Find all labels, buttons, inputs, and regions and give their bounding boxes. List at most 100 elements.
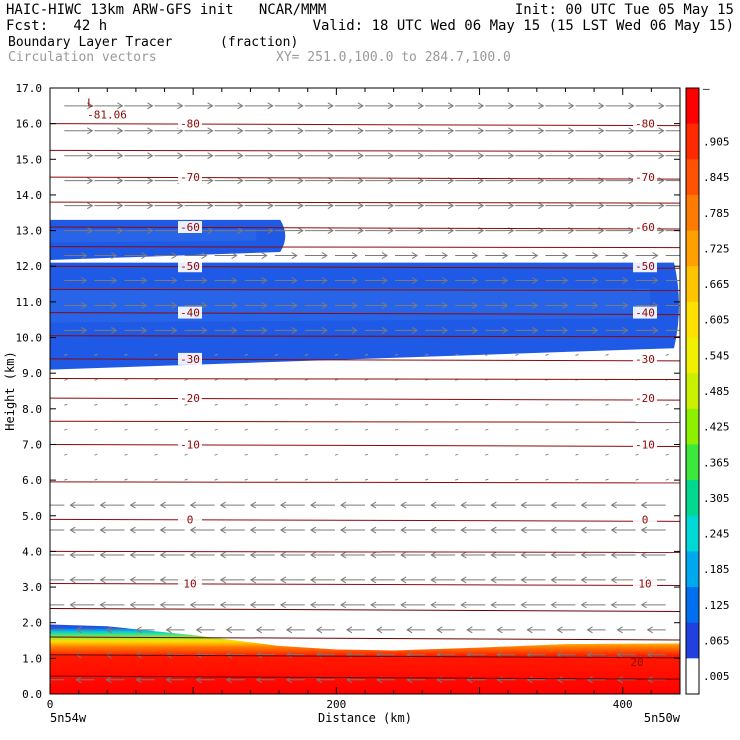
circulation-vector — [214, 403, 218, 406]
circulation-vector — [154, 453, 158, 456]
circulation-vector-head — [411, 326, 419, 334]
temperature-contour — [50, 378, 680, 381]
circulation-vector-head — [387, 152, 394, 160]
circulation-vector-head — [370, 601, 377, 609]
circulation-vector-head — [105, 626, 112, 634]
circulation-vector-head — [297, 177, 304, 185]
circulation-vector-head — [580, 576, 587, 584]
contour-label: 0 — [642, 513, 649, 526]
circulation-vector-head — [267, 202, 274, 210]
circulation-vector-head — [135, 676, 142, 684]
circulation-vector-head — [556, 676, 563, 684]
circulation-vector-head — [628, 202, 635, 210]
circulation-vector-head — [658, 202, 665, 210]
circulation-vector-head — [622, 302, 629, 309]
circulation-vector-head — [370, 551, 377, 559]
temperature-contour — [50, 288, 680, 291]
temperature-contour — [50, 335, 680, 338]
field-name: Boundary Layer Tracer — [8, 35, 173, 50]
circulation-vector-head — [441, 302, 449, 309]
contour-label: 0 — [187, 513, 194, 526]
circulation-vector-head — [315, 651, 323, 659]
circulation-vector-head — [598, 102, 605, 110]
circulation-vector-head — [502, 277, 509, 284]
circulation-vector-head — [219, 551, 226, 559]
circulation-vector-head — [640, 601, 647, 609]
circulation-vector-head — [628, 152, 635, 160]
circulation-vector-head — [508, 102, 515, 110]
circulation-vector-head — [532, 277, 539, 284]
header-line2-left: Fcst: 42 h — [6, 18, 108, 34]
circulation-vector — [455, 453, 459, 456]
circulation-vector-head — [592, 277, 599, 284]
circulation-vector — [214, 453, 218, 456]
circulation-vector-head — [436, 626, 443, 634]
circulation-vector-head — [598, 127, 605, 135]
contour-label: -40 — [635, 307, 655, 320]
temperature-contour — [50, 176, 680, 180]
circulation-vector-head — [387, 202, 394, 210]
circulation-vector — [605, 403, 609, 406]
circulation-vector — [665, 453, 669, 456]
circulation-vector — [244, 403, 248, 406]
circulation-vector-head — [141, 326, 148, 334]
circulation-vector-head — [147, 227, 154, 235]
circulation-vector-head — [616, 626, 623, 634]
circulation-vector-head — [471, 326, 479, 334]
circulation-vector-head — [430, 576, 437, 584]
circulation-vector-head — [526, 676, 533, 684]
circulation-vector-head — [471, 252, 479, 259]
colorbar-swatch — [686, 408, 699, 445]
circulation-vector-head — [237, 102, 244, 110]
circulation-vector-head — [129, 601, 136, 609]
y-tick-label: 1.0 — [22, 652, 42, 665]
x-end-label: 5n50w — [644, 711, 681, 725]
circulation-vector-head — [520, 551, 527, 559]
circulation-vector-head — [309, 501, 317, 509]
circulation-vector-head — [69, 526, 76, 534]
circulation-vector — [334, 353, 339, 356]
circulation-vector-head — [189, 526, 196, 534]
circulation-vector-head — [177, 152, 184, 160]
circulation-vector — [635, 453, 639, 456]
circulation-vector-head — [129, 576, 136, 584]
circulation-vector-head — [165, 651, 172, 659]
circulation-vector-head — [400, 576, 407, 584]
circulation-vector — [424, 478, 429, 481]
circulation-vector — [304, 453, 309, 456]
circulation-vector — [334, 403, 339, 406]
contour-label: -50 — [635, 260, 655, 273]
circulation-vector-head — [562, 252, 569, 259]
circulation-vector-head — [417, 152, 425, 160]
circulation-vector — [274, 353, 278, 356]
circulation-vector-head — [532, 252, 539, 259]
circulation-vector — [575, 353, 579, 356]
circulation-vector — [635, 403, 639, 406]
temperature-contour — [50, 246, 680, 249]
circulation-vector-head — [598, 152, 605, 160]
header-line2-right: Valid: 18 UTC Wed 06 May 15 (15 LST Wed … — [312, 18, 734, 34]
circulation-vector-head — [165, 626, 172, 634]
circulation-vector-head — [351, 252, 358, 259]
circulation-vector-head — [267, 152, 274, 160]
circulation-vector-head — [201, 326, 208, 334]
circulation-vector-head — [225, 626, 232, 634]
circulation-vector-head — [460, 551, 467, 559]
y-tick-label: 10.0 — [16, 332, 43, 345]
circulation-vector-head — [195, 676, 202, 684]
circulation-vector-head — [658, 102, 665, 110]
circulation-vector-head — [81, 252, 88, 259]
circulation-vector-head — [538, 202, 545, 210]
temperature-contour — [50, 550, 680, 553]
colorbar-label: .785 — [703, 207, 730, 220]
circulation-vector-head — [327, 227, 334, 235]
temperature-contour — [50, 149, 680, 152]
xy-label: XY= 251.0,100.0 to 284.7,100.0 — [276, 50, 511, 65]
circulation-vector-head — [87, 102, 94, 110]
circulation-vector-head — [147, 152, 154, 160]
circulation-vector-head — [400, 551, 407, 559]
circulation-vector-head — [477, 202, 485, 210]
contour-label: -60 — [180, 221, 200, 234]
colorbar-swatch — [686, 622, 699, 659]
colorbar-label: .725 — [703, 242, 730, 255]
